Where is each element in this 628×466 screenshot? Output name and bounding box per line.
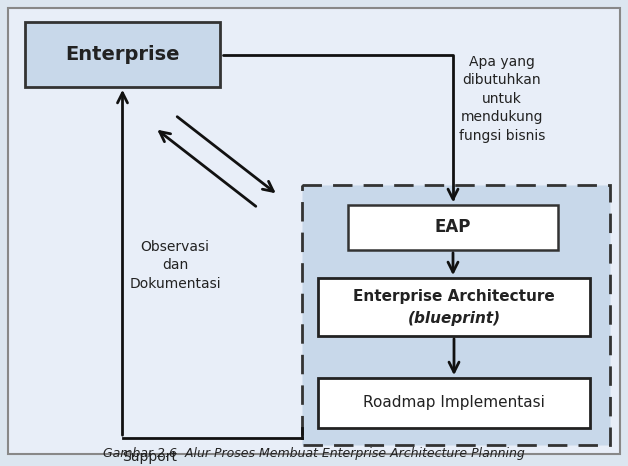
Bar [318,278,590,336]
Text: Support: Support [122,450,178,464]
Text: EAP: EAP [435,219,471,237]
Text: Observasi
dan
Dokumentasi: Observasi dan Dokumentasi [129,240,221,291]
Text: Apa yang
dibutuhkan
untuk
mendukung
fungsi bisnis: Apa yang dibutuhkan untuk mendukung fung… [459,55,545,143]
Text: Enterprise: Enterprise [65,45,180,64]
Text: Gambar 2.6  Alur Proses Membuat Enterprise Architecture Planning: Gambar 2.6 Alur Proses Membuat Enterpris… [103,447,525,460]
Bar [318,378,590,428]
Text: Enterprise Architecture: Enterprise Architecture [353,289,555,304]
Text: (blueprint): (blueprint) [408,311,501,327]
Bar [348,205,558,250]
Text: Roadmap Implementasi: Roadmap Implementasi [363,396,545,411]
Bar [25,22,220,87]
Bar [302,185,610,445]
